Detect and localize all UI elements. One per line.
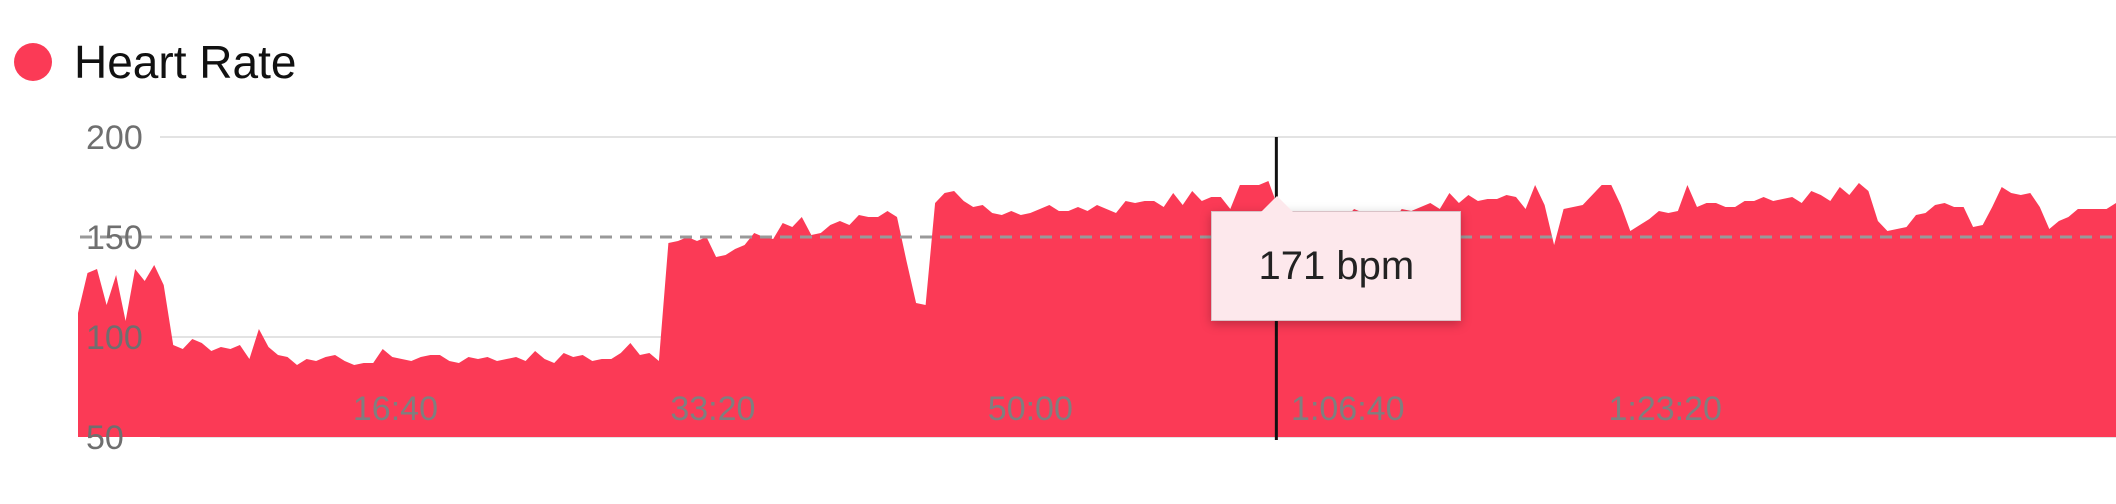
tooltip-arrow-icon (1261, 196, 1294, 212)
y-axis-ticks: 50 100 150 200 (86, 119, 143, 457)
y-tick-label-50: 50 (86, 419, 124, 457)
legend-label: Heart Rate (74, 36, 297, 88)
legend[interactable]: Heart Rate (14, 32, 296, 92)
legend-dot-icon (14, 43, 52, 81)
x-tick-label-1: 16:40 (353, 390, 438, 428)
x-axis-ticks: 16:40 33:20 50:00 1:06:40 1:23:20 (353, 390, 1722, 428)
y-tick-label-150: 150 (86, 219, 143, 257)
x-tick-label-4: 1:06:40 (1291, 390, 1404, 428)
heart-rate-area[interactable] (78, 181, 2116, 437)
y-tick-label-200: 200 (86, 119, 143, 157)
y-tick-label-100: 100 (86, 319, 143, 357)
hover-tooltip: 171 bpm (1211, 196, 1462, 321)
x-tick-label-5: 1:23:20 (1609, 390, 1722, 428)
tooltip-value: 171 bpm (1258, 243, 1415, 288)
x-tick-label-3: 50:00 (988, 390, 1073, 428)
x-tick-label-2: 33:20 (670, 390, 755, 428)
